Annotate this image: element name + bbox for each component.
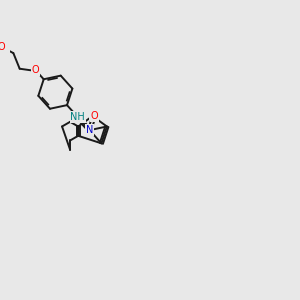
Text: O: O	[90, 111, 98, 121]
Text: O: O	[32, 65, 39, 75]
Text: O: O	[0, 42, 5, 52]
Text: N: N	[86, 125, 93, 135]
Text: S: S	[89, 110, 96, 120]
Text: NH: NH	[70, 112, 85, 122]
